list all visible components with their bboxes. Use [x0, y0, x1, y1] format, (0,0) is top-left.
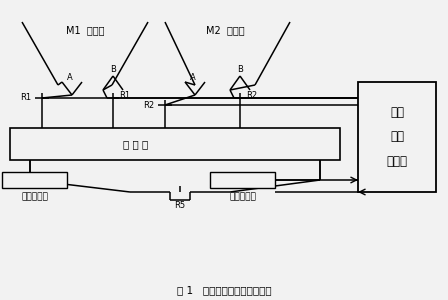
Text: A: A — [67, 73, 73, 82]
Bar — [10, 128, 340, 160]
Text: 电子: 电子 — [390, 106, 404, 119]
Text: R2: R2 — [143, 100, 155, 109]
Text: M2  储料箱: M2 储料箱 — [206, 25, 244, 35]
Text: R1: R1 — [21, 94, 31, 103]
Text: 称重传感器: 称重传感器 — [21, 193, 48, 202]
Bar — [358, 82, 436, 192]
Text: 图 1   配料称量系统结构原理图: 图 1 配料称量系统结构原理图 — [177, 285, 271, 295]
Text: A: A — [190, 73, 196, 82]
Bar — [210, 172, 275, 188]
Text: R5: R5 — [174, 202, 185, 211]
Text: R1: R1 — [120, 91, 130, 100]
Text: R2: R2 — [246, 91, 258, 100]
Text: M1  储料箱: M1 储料箱 — [66, 25, 104, 35]
Text: B: B — [237, 65, 243, 74]
Text: 配料: 配料 — [390, 130, 404, 143]
Text: 称 量 箱: 称 量 箱 — [123, 139, 148, 149]
Text: B: B — [110, 65, 116, 74]
Text: 称重传感器: 称重传感器 — [229, 193, 256, 202]
Text: 控制器: 控制器 — [387, 155, 408, 168]
Bar — [2, 172, 67, 188]
